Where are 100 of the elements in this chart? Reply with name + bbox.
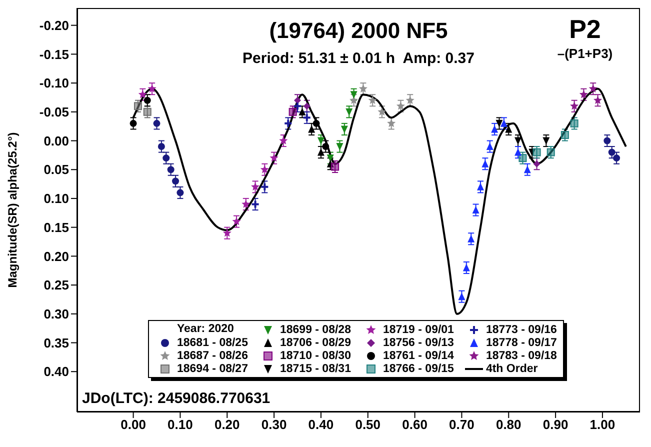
- point: [462, 264, 470, 272]
- x-tick-label: 0.30: [261, 417, 287, 432]
- point: [144, 96, 151, 104]
- point: [533, 160, 540, 168]
- point: [482, 160, 489, 168]
- legend-label: 18766 - 09/15: [382, 362, 454, 374]
- point: [167, 166, 174, 174]
- point: [148, 84, 156, 92]
- legend-label: 18761 - 09/14: [382, 350, 454, 362]
- legend-title: Year: 2020: [176, 323, 235, 336]
- point: [387, 118, 396, 128]
- legend-label: 18699 - 08/28: [280, 324, 351, 336]
- x-tick-label: 0.60: [402, 417, 428, 432]
- y-tick-label: 0.00: [44, 133, 69, 148]
- point: [340, 126, 348, 134]
- point: [528, 148, 536, 156]
- x-tick-label: 0.10: [168, 417, 193, 432]
- point: [472, 206, 480, 214]
- point: [378, 107, 386, 116]
- x-tick-label: 1.00: [590, 417, 616, 432]
- point: [396, 102, 406, 110]
- y-axis-title: Magnitude(SR) alpha(25.2°): [5, 132, 20, 288]
- y-tick-label: 0.25: [44, 278, 69, 293]
- y-tick-label: 0.20: [44, 248, 69, 264]
- point: [322, 143, 330, 150]
- point: [176, 189, 184, 196]
- point: [298, 108, 306, 116]
- x-tick-label: 0.80: [496, 417, 522, 432]
- point: [496, 120, 503, 128]
- point: [570, 119, 578, 128]
- legend-label: 18773 - 09/16: [486, 324, 557, 336]
- x-tick-label: 0.20: [214, 417, 240, 432]
- point: [346, 108, 353, 116]
- y-tick-label: -0.20: [39, 18, 69, 33]
- y-tick-label: 0.30: [44, 306, 69, 322]
- point: [134, 102, 142, 110]
- point: [288, 108, 297, 116]
- point: [546, 148, 555, 156]
- y-tick-label: 0.05: [44, 162, 69, 178]
- legend-label: 18756 - 09/13: [382, 336, 454, 348]
- point: [222, 228, 232, 237]
- legend-label: 18706 - 08/29: [280, 336, 351, 348]
- y-tick-label: -0.10: [39, 76, 69, 91]
- point: [458, 292, 466, 300]
- point: [270, 154, 278, 162]
- point: [284, 118, 293, 128]
- point: [138, 90, 147, 98]
- point: [308, 125, 316, 133]
- point: [162, 154, 170, 162]
- point: [518, 154, 527, 162]
- x-tick-label: 0.00: [120, 417, 146, 432]
- y-tick-label: 0.15: [44, 220, 69, 235]
- point: [260, 182, 270, 192]
- legend-label: 18778 - 09/17: [486, 336, 557, 348]
- point: [358, 84, 368, 92]
- point: [368, 96, 377, 104]
- y-tick-label: -0.05: [39, 104, 69, 120]
- point: [331, 162, 340, 171]
- y-tick-label: 0.35: [44, 335, 69, 350]
- point: [303, 102, 310, 110]
- point: [476, 182, 484, 190]
- point: [613, 154, 620, 162]
- text: Period: 51.31 ± 0.01 h Amp: 0.37: [242, 50, 474, 67]
- point: [579, 90, 588, 98]
- point: [542, 137, 550, 145]
- legend-label: 18681 - 08/25: [177, 336, 248, 348]
- point: [130, 120, 137, 127]
- point: [500, 119, 508, 127]
- point: [560, 130, 569, 139]
- annotation: P2: [568, 14, 602, 45]
- point: [406, 96, 414, 104]
- point: [279, 136, 288, 144]
- point: [505, 125, 512, 133]
- point: [153, 120, 160, 127]
- point: [260, 165, 269, 174]
- text: (19764) 2000 NF5: [269, 18, 448, 43]
- legend-label: 4th Order: [486, 362, 538, 374]
- annotation: JDo(LTC): 2459086.770631: [82, 390, 270, 407]
- point: [491, 125, 498, 133]
- point: [158, 143, 165, 150]
- point: [524, 166, 531, 174]
- point: [604, 137, 611, 144]
- point: [570, 102, 579, 110]
- y-tick-label: 0.10: [44, 191, 69, 206]
- legend-label: 18694 - 08/27: [177, 362, 248, 374]
- x-tick-label: 0.50: [355, 417, 381, 432]
- x-tick-label: 0.40: [308, 417, 334, 432]
- point: [486, 142, 494, 150]
- point: [312, 120, 320, 127]
- point: [336, 143, 344, 151]
- point: [232, 217, 241, 226]
- point: [172, 178, 180, 185]
- point: [588, 84, 598, 92]
- y-tick-label: 0.40: [44, 364, 69, 380]
- x-tick-label: 0.90: [542, 417, 568, 432]
- point: [514, 137, 522, 145]
- point: [468, 234, 475, 242]
- point: [242, 200, 250, 208]
- point: [532, 148, 541, 156]
- point: [608, 148, 616, 156]
